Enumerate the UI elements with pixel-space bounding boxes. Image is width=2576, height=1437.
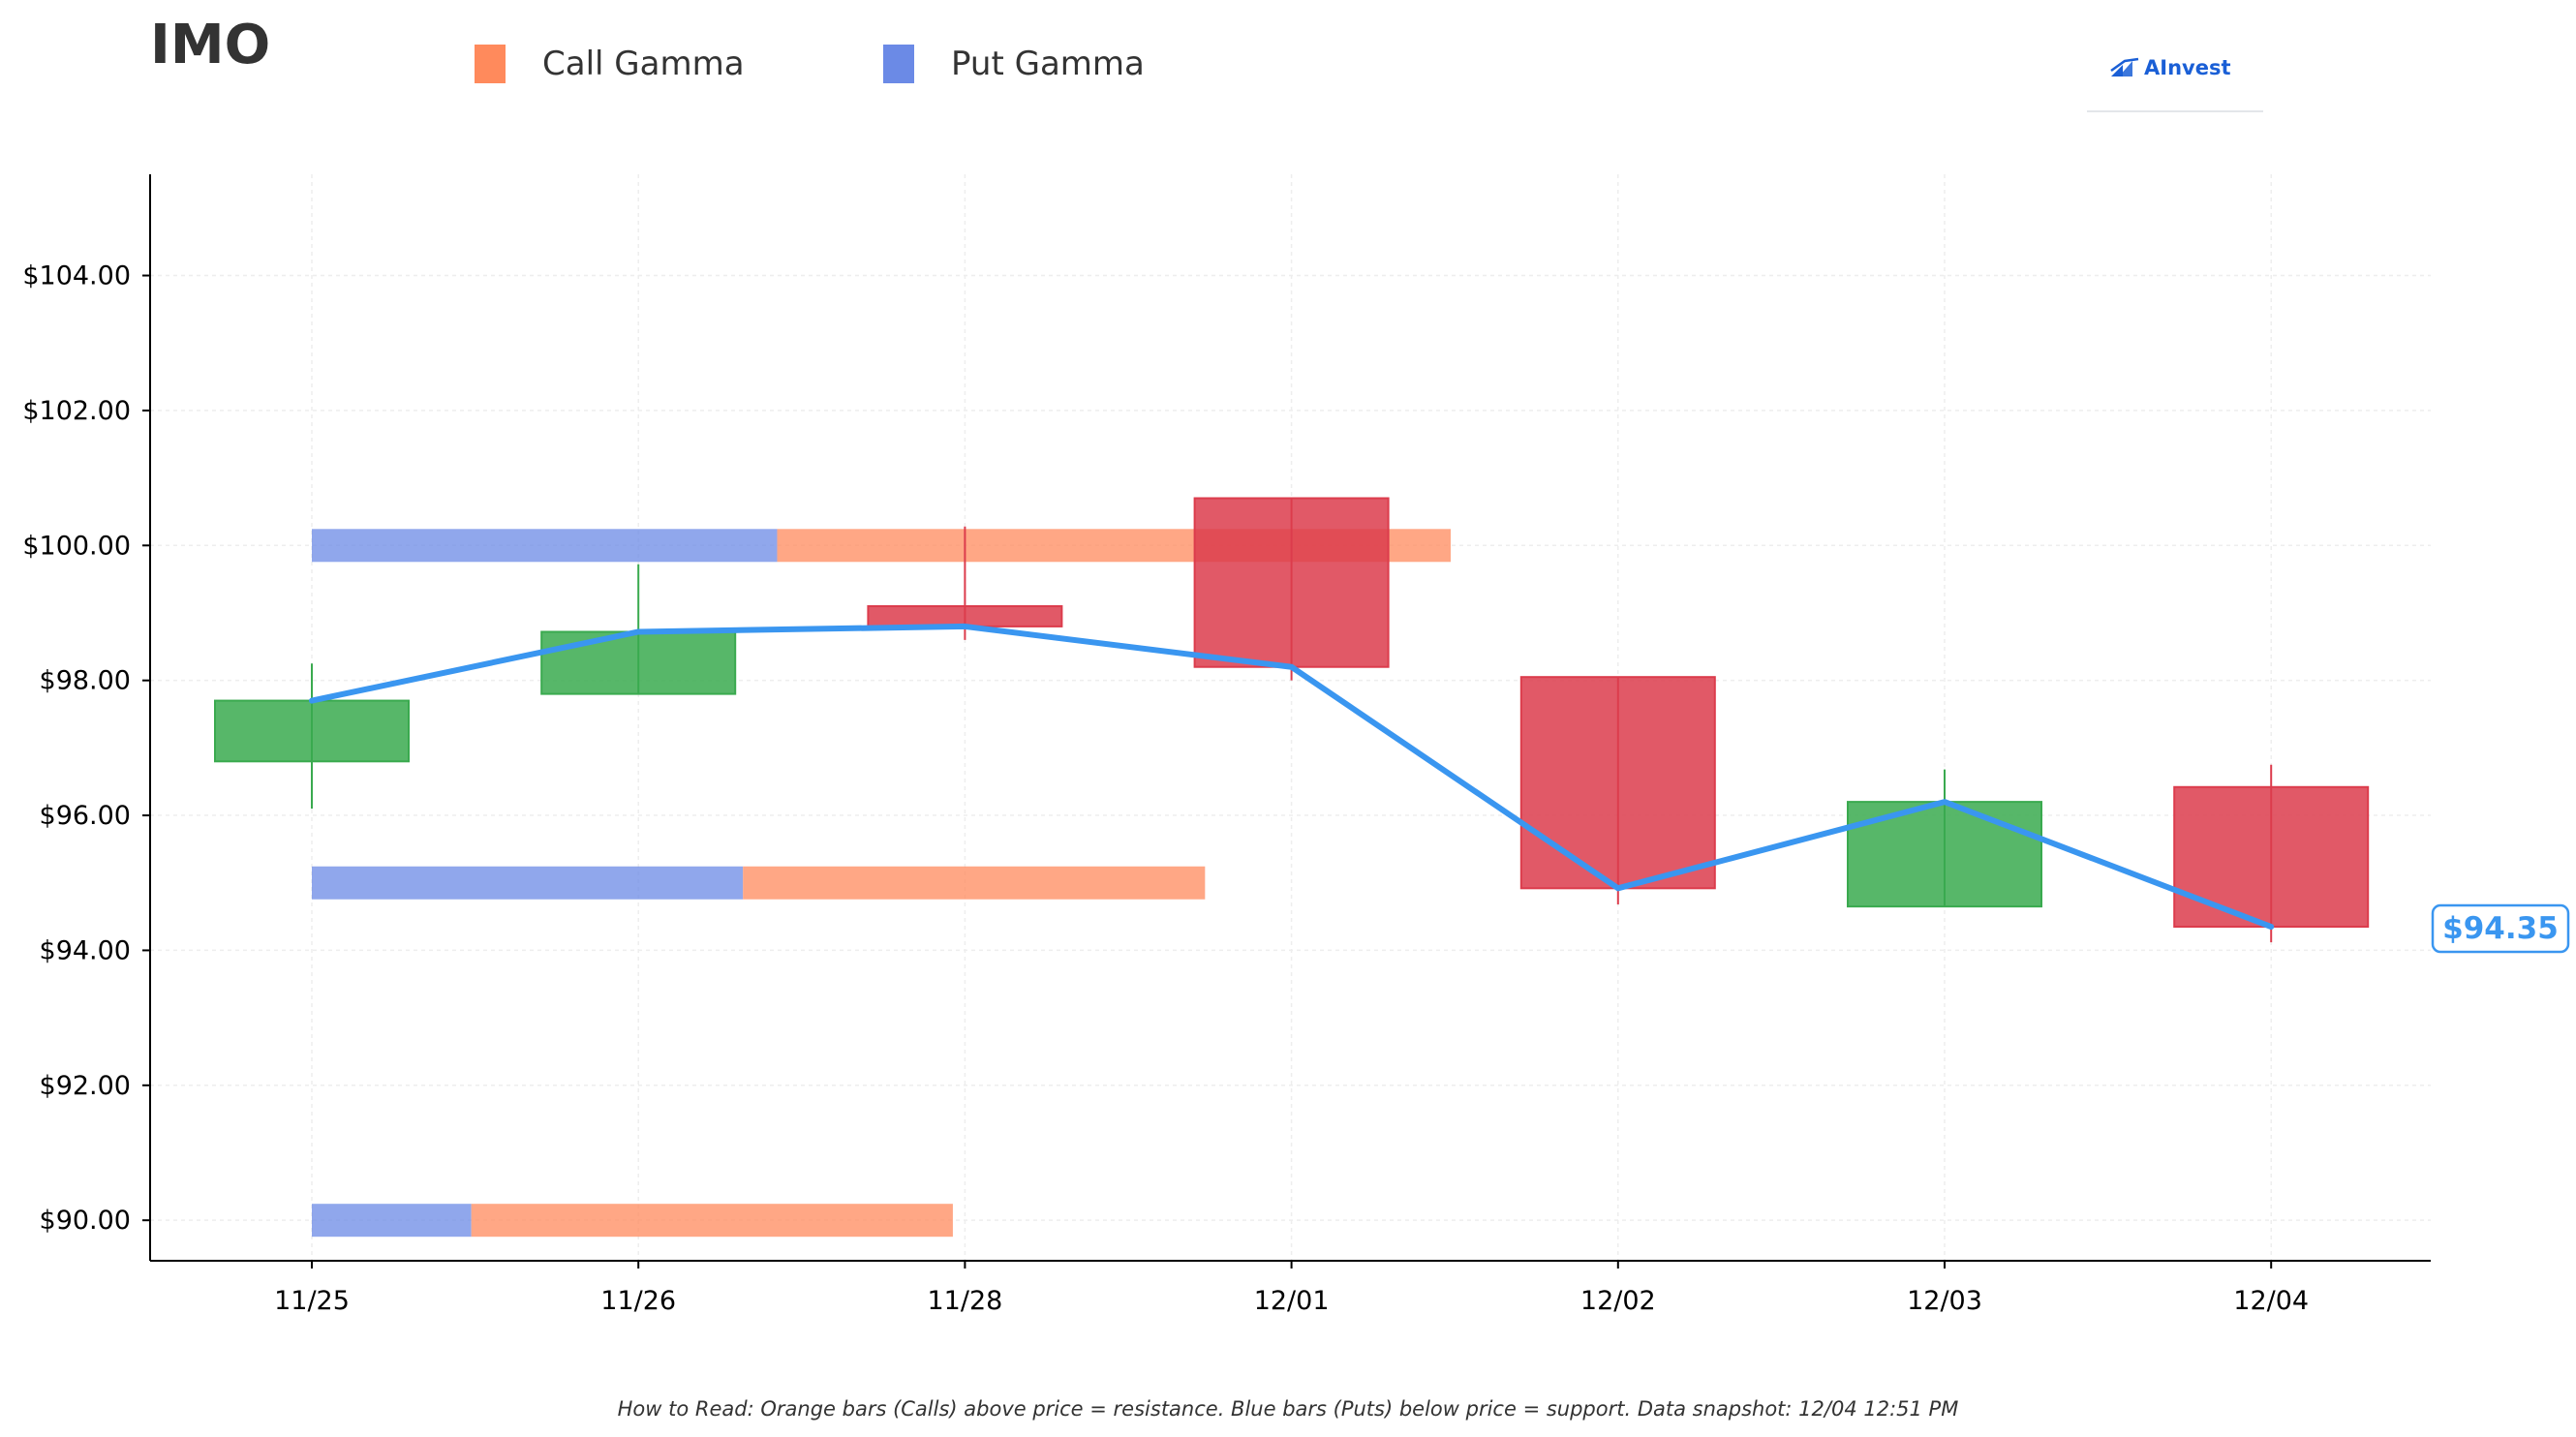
brand-divider xyxy=(2087,110,2263,112)
y-tick-label: $94.00 xyxy=(40,935,131,965)
candle-body xyxy=(540,630,737,695)
candle-body xyxy=(1519,676,1716,890)
ticker-symbol: IMO xyxy=(150,14,271,76)
x-tick-label: 12/02 xyxy=(1580,1286,1656,1316)
y-tick-label: $96.00 xyxy=(40,801,131,831)
candle-body xyxy=(867,605,1063,627)
y-tick-label: $92.00 xyxy=(40,1071,131,1101)
call-gamma-bar xyxy=(471,1204,953,1238)
y-tick-label: $104.00 xyxy=(22,261,131,291)
how-to-read-footnote: How to Read: Orange bars (Calls) above p… xyxy=(617,1397,1959,1421)
legend-call-label: Call Gamma xyxy=(542,45,745,83)
x-tick-label: 11/28 xyxy=(927,1286,1002,1316)
y-tick-label: $100.00 xyxy=(22,531,131,561)
put-gamma-bar xyxy=(312,1204,472,1238)
x-tick-label: 11/25 xyxy=(274,1286,350,1316)
current-price-label: $94.35 xyxy=(2442,911,2559,946)
legend-call-swatch xyxy=(475,45,506,83)
y-tick-label: $102.00 xyxy=(22,396,131,426)
candle-body xyxy=(2173,785,2370,929)
x-tick-label: 12/04 xyxy=(2233,1286,2309,1316)
x-tick-label: 11/26 xyxy=(600,1286,676,1316)
legend-call-gamma: Call Gamma xyxy=(475,37,745,91)
legend-put-label: Put Gamma xyxy=(951,45,1145,83)
y-tick-label: $90.00 xyxy=(40,1206,131,1236)
candle-body xyxy=(214,699,410,763)
put-gamma-bar xyxy=(312,866,744,900)
put-gamma-bar xyxy=(312,529,778,563)
plot-area: $90.00 $92.00 $94.00 $96.00 $98.00 $100.00 $10… xyxy=(22,174,2570,1316)
x-tick-label: 12/01 xyxy=(1254,1286,1330,1316)
candle-body xyxy=(1193,497,1390,668)
price-line xyxy=(309,623,2275,931)
x-tick-label: 12/03 xyxy=(1907,1286,1982,1316)
brand-chart-icon xyxy=(2110,57,2139,76)
legend-put-gamma: Put Gamma xyxy=(883,37,1145,91)
call-gamma-bar xyxy=(743,866,1206,900)
current-price-badge xyxy=(2431,903,2570,954)
y-tick-label: $98.00 xyxy=(40,666,131,696)
brand-logo: AInvest xyxy=(2109,48,2264,87)
brand-name: AInvest xyxy=(2144,56,2231,79)
legend-put-swatch xyxy=(883,45,914,83)
